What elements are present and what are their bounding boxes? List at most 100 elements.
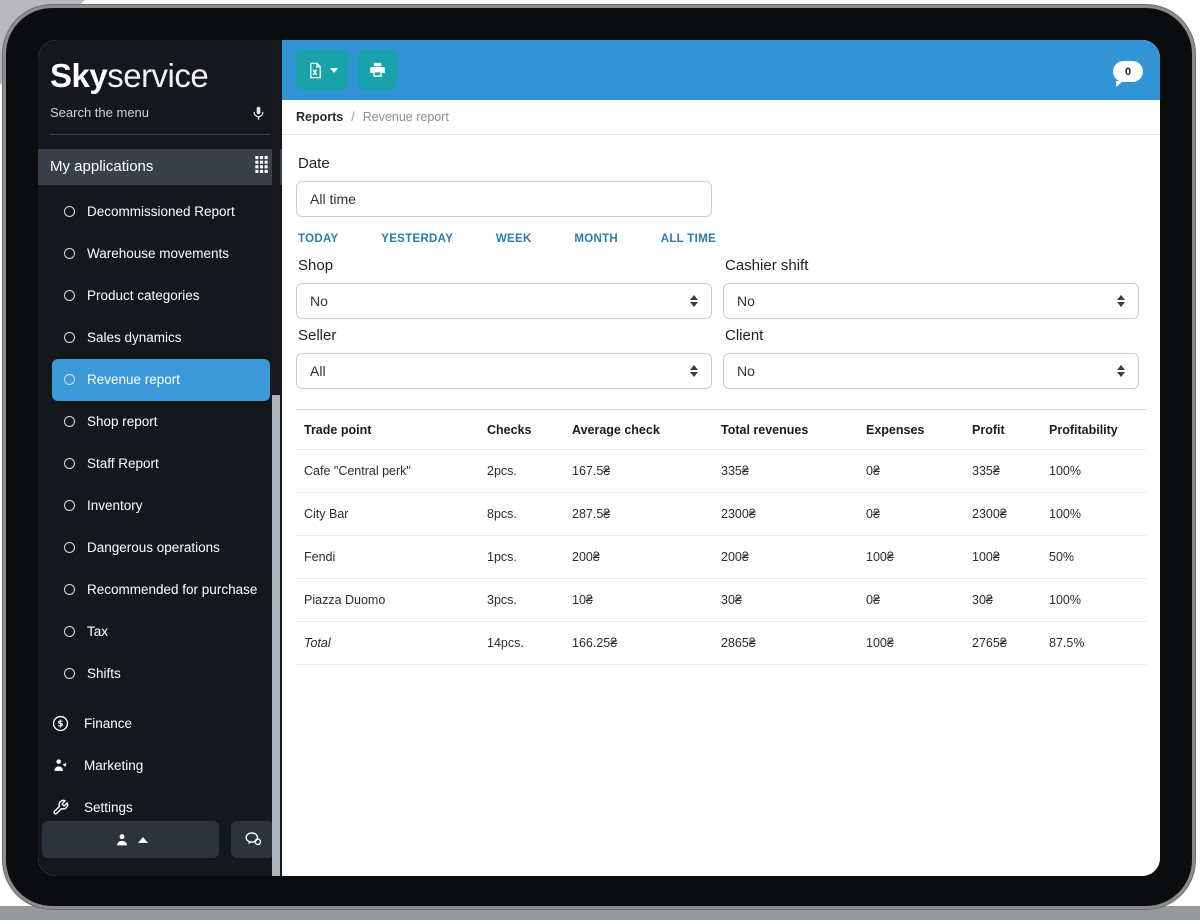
cell-average-check: 10₴ bbox=[568, 578, 717, 622]
column-header-average-check: Average check bbox=[568, 409, 717, 450]
shop-select[interactable]: No bbox=[296, 283, 712, 319]
cell-checks: 8pcs. bbox=[483, 492, 568, 536]
main-panel: 0 Reports / Revenue report Date TODAY YES… bbox=[282, 40, 1160, 876]
marketing-person-icon bbox=[52, 757, 69, 774]
cell-profit: 2765₴ bbox=[968, 621, 1045, 665]
logo-light-part: service bbox=[107, 57, 209, 94]
menu-search-input[interactable] bbox=[50, 105, 251, 121]
breadcrumb-page: Revenue report bbox=[362, 110, 449, 124]
cell-expenses: 0₴ bbox=[862, 578, 968, 622]
seller-select[interactable]: All bbox=[296, 353, 712, 389]
cell-expenses: 100₴ bbox=[862, 535, 968, 579]
cell-total-revenues: 30₴ bbox=[717, 578, 862, 622]
radio-circle-icon bbox=[64, 332, 75, 344]
sidebar-item-label: Tax bbox=[87, 624, 109, 640]
cell-total-revenues: 2865₴ bbox=[717, 621, 862, 665]
caret-up-icon bbox=[137, 836, 148, 843]
app-logo: Skyservice bbox=[38, 40, 282, 96]
my-applications-header[interactable]: My applications bbox=[38, 148, 282, 185]
sidebar-item-dangerous-operations[interactable]: Dangerous operations bbox=[52, 527, 270, 569]
radio-circle-icon bbox=[64, 416, 75, 428]
svg-text:$: $ bbox=[58, 720, 64, 730]
caret-down-icon bbox=[330, 67, 338, 73]
sidebar-section-label: Settings bbox=[84, 800, 133, 816]
table-row: City Bar 8pcs. 287.5₴ 2300₴ 0₴ 2300₴ 100% bbox=[296, 492, 1146, 536]
sidebar-item-warehouse-movements[interactable]: Warehouse movements bbox=[52, 233, 270, 275]
background-strip bbox=[0, 906, 1200, 920]
sidebar-scrollbar[interactable] bbox=[272, 40, 280, 876]
radio-circle-icon bbox=[64, 458, 75, 470]
cell-checks: 14pcs. bbox=[483, 621, 568, 665]
sidebar-item-label: Inventory bbox=[87, 498, 143, 514]
sidebar-item-revenue-report[interactable]: Revenue report bbox=[52, 358, 270, 401]
sidebar: Skyservice My applications bbox=[38, 40, 282, 876]
print-button[interactable] bbox=[358, 50, 397, 90]
sidebar-bottom-bar bbox=[42, 821, 274, 858]
cashier-shift-select[interactable]: No bbox=[723, 283, 1139, 319]
radio-circle-icon bbox=[64, 542, 75, 554]
cell-trade-point: Fendi bbox=[296, 535, 483, 579]
sidebar-item-inventory[interactable]: Inventory bbox=[52, 485, 270, 527]
apps-grid-icon bbox=[255, 156, 268, 177]
column-header-profitability: Profitability bbox=[1045, 409, 1146, 450]
sidebar-item-tax[interactable]: Tax bbox=[52, 611, 270, 653]
table-row: Fendi 1pcs. 200₴ 200₴ 100₴ 100₴ 50% bbox=[296, 535, 1146, 579]
scrollbar-thumb[interactable] bbox=[272, 40, 280, 395]
sidebar-section-settings[interactable]: Settings bbox=[46, 787, 270, 829]
sidebar-item-shop-report[interactable]: Shop report bbox=[52, 401, 270, 443]
cell-profitability: 87.5% bbox=[1045, 621, 1146, 665]
cell-checks: 1pcs. bbox=[483, 535, 568, 579]
cell-profitability: 100% bbox=[1045, 578, 1146, 622]
column-header-total-revenues: Total revenues bbox=[717, 409, 862, 450]
sidebar-item-product-categories[interactable]: Product categories bbox=[52, 275, 270, 317]
sidebar-item-staff-report[interactable]: Staff Report bbox=[52, 443, 270, 485]
date-input[interactable] bbox=[296, 181, 712, 217]
chat-badge[interactable]: 0 bbox=[1113, 61, 1143, 87]
reports-menu: Decommissioned Report Warehouse movements… bbox=[38, 185, 282, 695]
cashier-shift-filter: Cashier shift No bbox=[723, 249, 1139, 319]
column-header-trade-point: Trade point bbox=[296, 409, 483, 450]
sidebar-item-recommended-for-purchase[interactable]: Recommended for purchase bbox=[52, 569, 270, 611]
chat-button[interactable] bbox=[231, 821, 274, 858]
cell-average-check: 200₴ bbox=[568, 535, 717, 579]
excel-export-button[interactable] bbox=[296, 50, 348, 90]
quick-link-all-time[interactable]: ALL TIME bbox=[660, 233, 716, 245]
sidebar-section-finance[interactable]: $ Finance bbox=[46, 703, 270, 745]
client-select[interactable]: No bbox=[723, 353, 1139, 389]
my-applications-label: My applications bbox=[50, 158, 154, 176]
user-menu-button[interactable] bbox=[42, 821, 219, 858]
cell-trade-point: City Bar bbox=[296, 492, 483, 536]
wrench-icon bbox=[52, 799, 69, 816]
breadcrumb-separator: / bbox=[351, 110, 355, 124]
select-arrows-icon bbox=[1117, 294, 1125, 308]
sidebar-section-marketing[interactable]: Marketing bbox=[46, 745, 270, 787]
quick-link-today[interactable]: TODAY bbox=[298, 233, 339, 245]
user-icon bbox=[116, 833, 127, 845]
radio-circle-icon bbox=[64, 626, 75, 638]
cell-expenses: 0₴ bbox=[862, 492, 968, 536]
breadcrumb-section[interactable]: Reports bbox=[296, 110, 344, 124]
quick-link-month[interactable]: MONTH bbox=[574, 233, 619, 245]
sidebar-item-label: Revenue report bbox=[87, 372, 181, 388]
sidebar-item-decommissioned-report[interactable]: Decommissioned Report bbox=[52, 191, 270, 233]
seller-label: Seller bbox=[298, 327, 337, 344]
sidebar-item-label: Warehouse movements bbox=[87, 246, 230, 262]
sidebar-item-label: Sales dynamics bbox=[87, 330, 182, 346]
column-header-profit: Profit bbox=[968, 409, 1045, 450]
sidebar-item-sales-dynamics[interactable]: Sales dynamics bbox=[52, 317, 270, 359]
quick-link-week[interactable]: WEEK bbox=[495, 233, 532, 245]
sidebar-item-label: Shifts bbox=[87, 666, 121, 682]
microphone-icon[interactable] bbox=[251, 104, 270, 122]
sidebar-item-shifts[interactable]: Shifts bbox=[52, 653, 270, 695]
select-arrows-icon bbox=[690, 294, 698, 308]
shop-select-value: No bbox=[310, 293, 328, 309]
cell-expenses: 0₴ bbox=[862, 449, 968, 493]
cell-checks: 2pcs. bbox=[483, 449, 568, 493]
radio-circle-icon bbox=[64, 668, 75, 680]
column-header-expenses: Expenses bbox=[862, 409, 968, 450]
report-content: Date TODAY YESTERDAY WEEK MONTH ALL TIME Sho… bbox=[282, 135, 1160, 876]
quick-link-yesterday[interactable]: YESTERDAY bbox=[381, 233, 454, 245]
logo-bold-part: Sky bbox=[50, 57, 108, 94]
table-header-row: Trade point Checks Average check Total reve… bbox=[296, 409, 1146, 450]
select-arrows-icon bbox=[690, 364, 698, 378]
